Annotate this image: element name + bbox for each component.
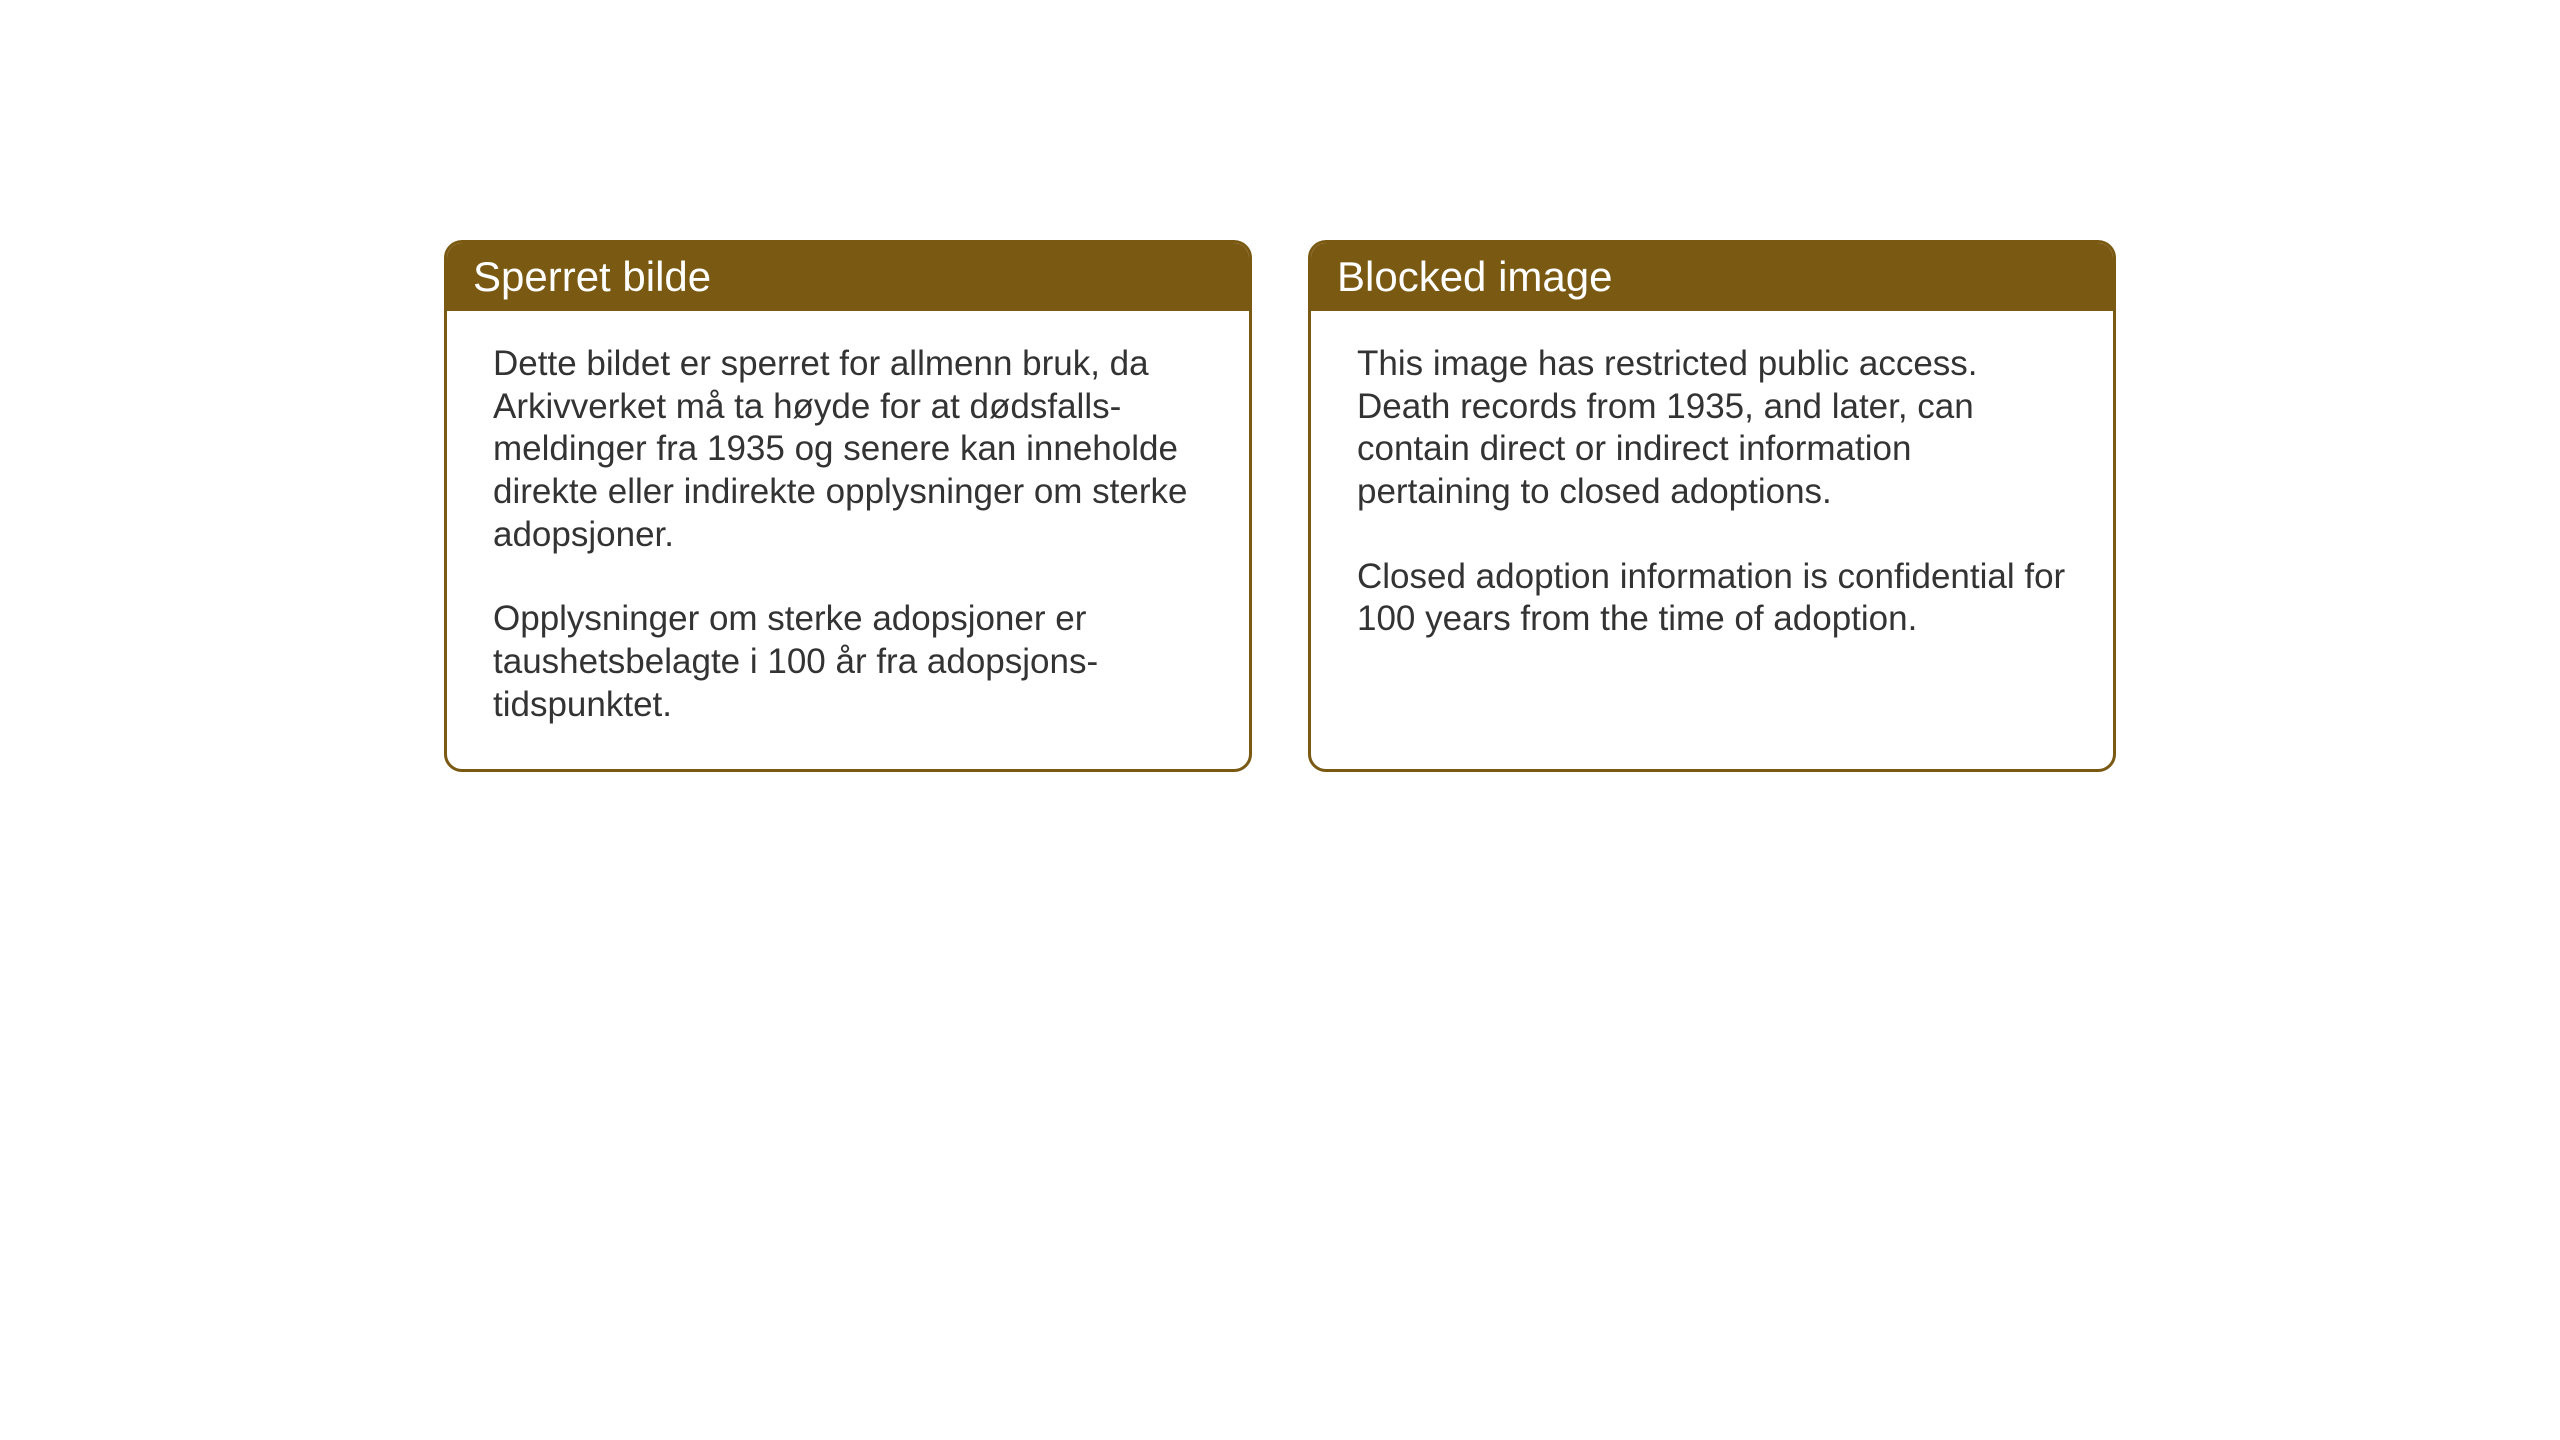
notice-container: Sperret bilde Dette bildet er sperret fo… <box>444 240 2116 772</box>
english-paragraph-1: This image has restricted public access.… <box>1357 343 2067 514</box>
norwegian-paragraph-2: Opplysninger om sterke adopsjoner er tau… <box>493 598 1203 726</box>
norwegian-card-body: Dette bildet er sperret for allmenn bruk… <box>447 311 1249 769</box>
norwegian-notice-card: Sperret bilde Dette bildet er sperret fo… <box>444 240 1252 772</box>
norwegian-paragraph-1: Dette bildet er sperret for allmenn bruk… <box>493 343 1203 556</box>
english-paragraph-2: Closed adoption information is confident… <box>1357 556 2067 641</box>
english-card-body: This image has restricted public access.… <box>1311 311 2113 683</box>
norwegian-card-title: Sperret bilde <box>447 243 1249 311</box>
english-notice-card: Blocked image This image has restricted … <box>1308 240 2116 772</box>
english-card-title: Blocked image <box>1311 243 2113 311</box>
